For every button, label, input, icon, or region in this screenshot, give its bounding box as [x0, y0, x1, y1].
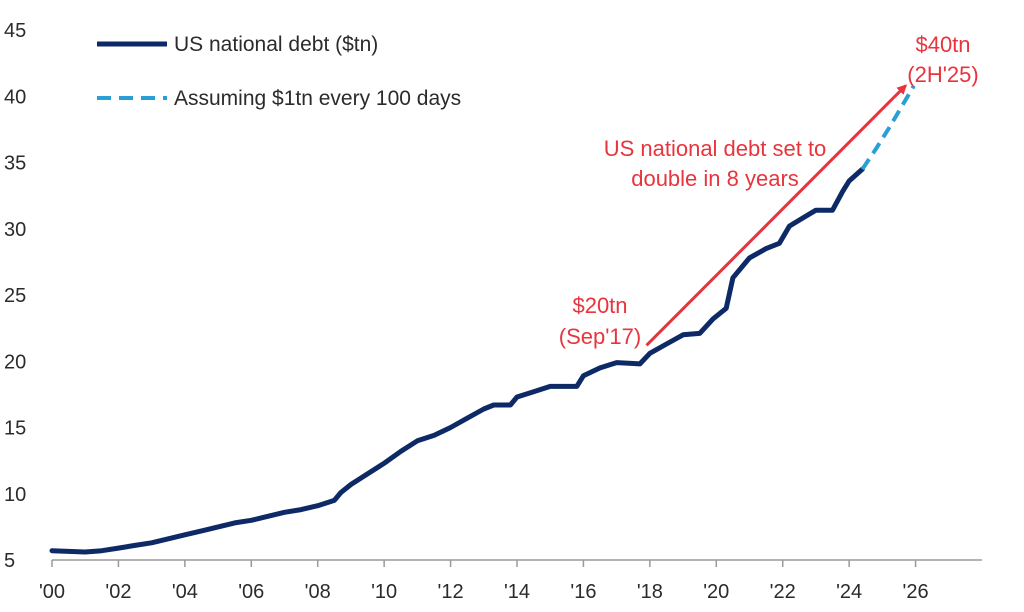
x-tick-label: '22: [770, 581, 796, 603]
legend-label-projection: Assuming $1tn every 100 days: [174, 87, 461, 110]
annotation-double: US national debt set to double in 8 year…: [604, 136, 827, 191]
x-tick-label: '02: [105, 581, 131, 603]
annotation-40tn: $40tn (2H'25): [907, 32, 978, 87]
annotation-arrow: [645, 84, 908, 347]
x-tick-label: '00: [39, 581, 65, 603]
x-tick-label: '26: [903, 581, 929, 603]
x-tick-label: '16: [570, 581, 596, 603]
annotation-40tn-date: (2H'25): [907, 62, 978, 87]
annotation-20tn: $20tn (Sep'17): [559, 293, 641, 349]
plot-area: [49, 84, 916, 555]
annotation-40tn-value: $40tn: [915, 32, 970, 57]
series-line-projection: [860, 84, 916, 171]
y-axis: 5 10 15 20 25 30 35 40 45: [4, 20, 26, 572]
annotation-20tn-date: (Sep'17): [559, 324, 641, 349]
x-tick-label: '18: [637, 581, 663, 603]
legend: US national debt ($tn) Assuming $1tn eve…: [97, 33, 461, 110]
x-tick-label: '06: [238, 581, 264, 603]
x-tick-label: '10: [371, 581, 397, 603]
x-tick-label: '12: [438, 581, 464, 603]
x-tick-label: '14: [504, 581, 530, 603]
annotation-20tn-value: $20tn: [572, 293, 627, 318]
x-tick-label: '20: [703, 581, 729, 603]
y-tick-label: 35: [4, 153, 26, 175]
x-axis: '00 '02 '04 '06 '08 '10 '12 '14 '16 '18 '20 '22 '24 '…: [39, 559, 982, 603]
y-tick-label: 5: [4, 550, 15, 572]
x-tick-label: '24: [836, 581, 862, 603]
y-tick-label: 15: [4, 418, 26, 440]
series-line-debt: [49, 166, 865, 555]
x-tick-label: '04: [172, 581, 198, 603]
x-tick-label: '08: [305, 581, 331, 603]
y-tick-label: 10: [4, 484, 26, 506]
annotation-double-line1: US national debt set to: [604, 136, 827, 161]
y-tick-label: 30: [4, 219, 26, 241]
y-tick-label: 25: [4, 285, 26, 307]
annotation-double-line2: double in 8 years: [631, 166, 799, 191]
y-tick-label: 45: [4, 20, 26, 42]
legend-label-debt: US national debt ($tn): [174, 33, 378, 56]
y-tick-label: 40: [4, 86, 26, 108]
y-tick-label: 20: [4, 351, 26, 373]
